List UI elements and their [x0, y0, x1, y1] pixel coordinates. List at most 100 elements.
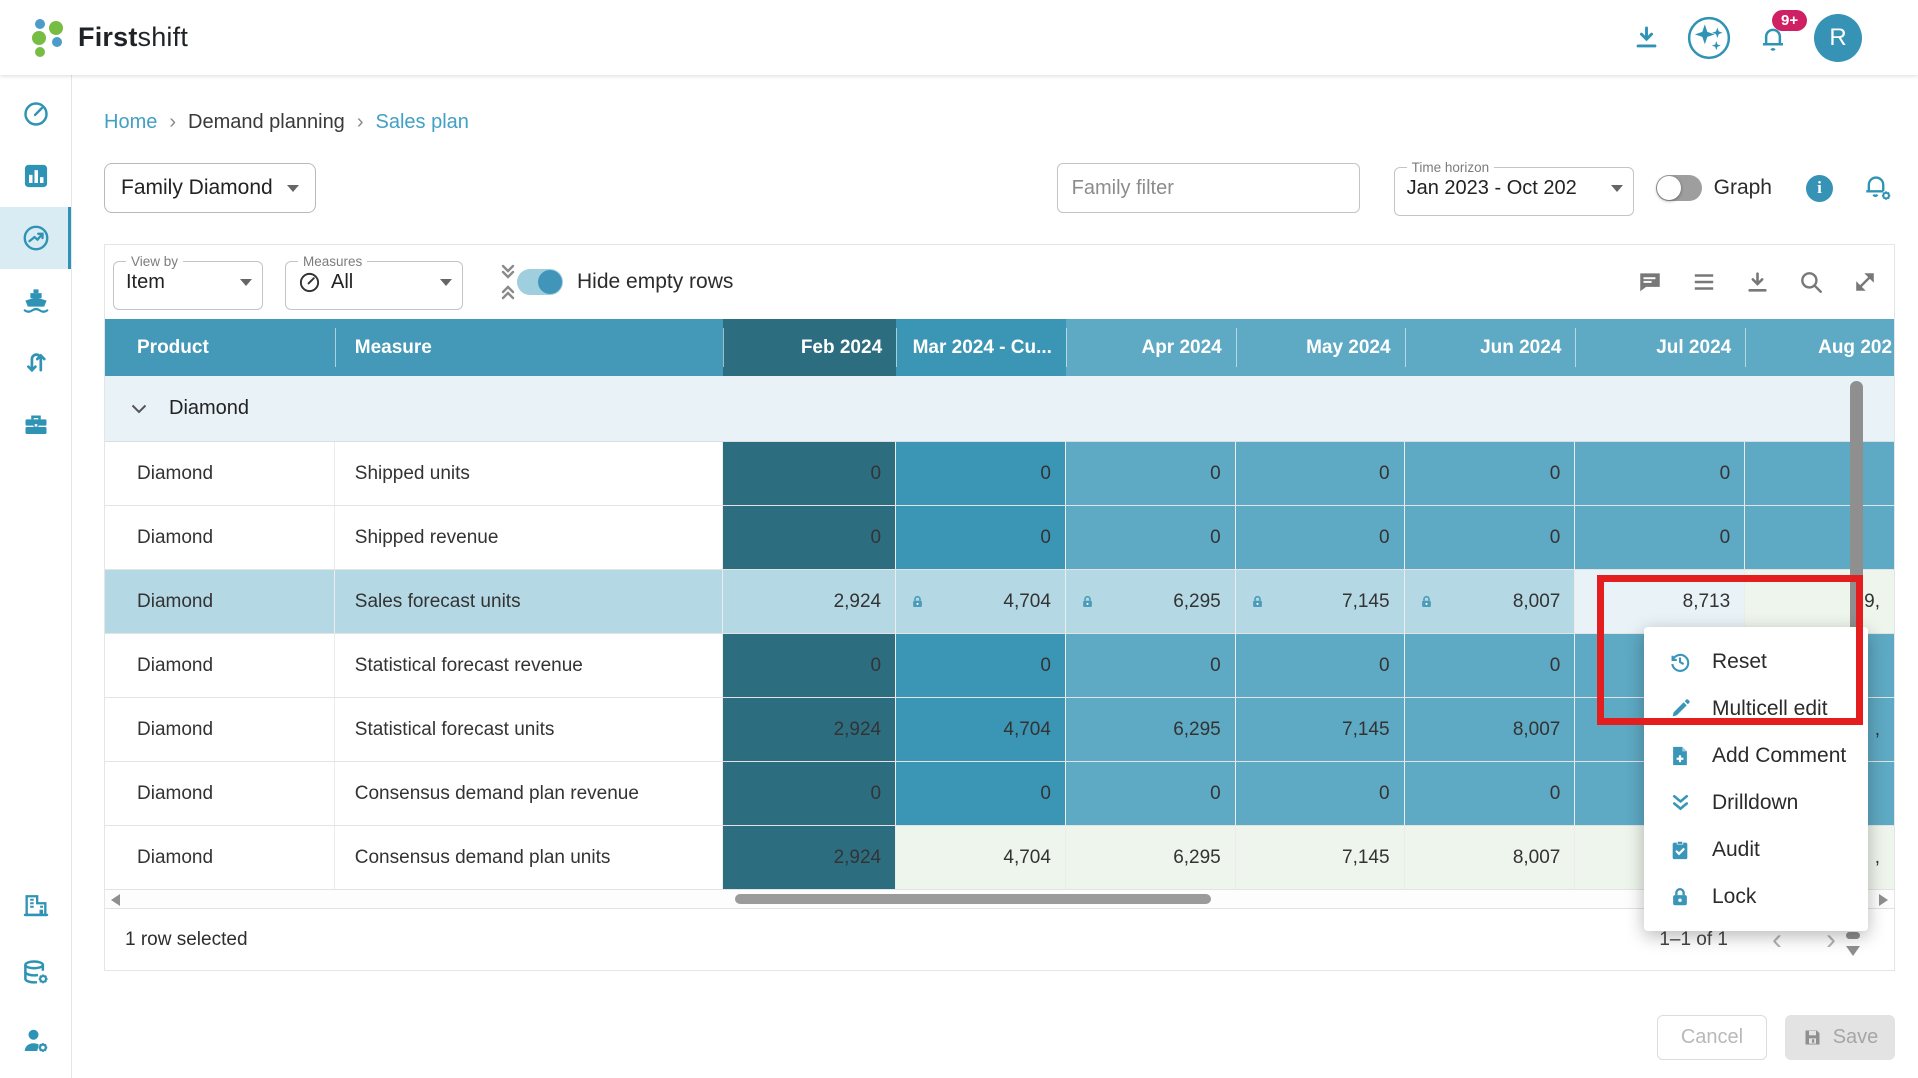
sidebar-item-portfolio[interactable] — [0, 393, 71, 455]
grid-cell-active[interactable]: 8,713 — [1575, 570, 1746, 633]
view-by-select[interactable]: View by Item — [113, 254, 263, 310]
grid-cell[interactable]: 0 — [1575, 506, 1746, 569]
grid-cell[interactable]: 0 — [1404, 634, 1576, 697]
chevron-down-icon[interactable] — [131, 404, 147, 414]
grid-cell[interactable]: Diamond — [105, 506, 335, 569]
column-header-aug-2024[interactable]: Aug 202 — [1745, 319, 1895, 376]
grid-cell[interactable]: 9, — [1745, 570, 1895, 633]
grid-cell[interactable]: 0 — [1404, 506, 1576, 569]
grid-cell[interactable]: 6,295 — [1065, 826, 1236, 889]
sidebar-item-user-admin[interactable] — [0, 1010, 71, 1072]
column-header-apr-2024[interactable]: Apr 2024 — [1065, 319, 1236, 376]
horizontal-scrollbar[interactable] — [105, 890, 1894, 908]
row-density-icon[interactable] — [1691, 269, 1717, 295]
scroll-down-arrow[interactable] — [1846, 946, 1860, 956]
column-header-product[interactable]: Product — [105, 319, 335, 376]
context-menu-item-audit[interactable]: Audit — [1644, 826, 1868, 873]
cancel-button[interactable]: Cancel — [1657, 1015, 1767, 1060]
grid-cell[interactable]: 0 — [1065, 442, 1236, 505]
grid-cell[interactable]: 0 — [1065, 762, 1236, 825]
grid-cell[interactable]: Consensus demand plan revenue — [335, 762, 724, 825]
column-header-mar-2024[interactable]: Mar 2024 - Cu... — [896, 319, 1066, 376]
scroll-right-arrow[interactable] — [1879, 894, 1888, 906]
notifications-bell-icon[interactable] — [1758, 22, 1788, 54]
grid-cell[interactable]: 0 — [1404, 762, 1576, 825]
sidebar-item-supply[interactable] — [0, 269, 71, 331]
grid-cell[interactable]: 2,924 — [723, 826, 897, 889]
grid-cell[interactable]: 0 — [896, 442, 1066, 505]
grid-cell[interactable]: Consensus demand plan units — [335, 826, 724, 889]
measures-select[interactable]: Measures All — [285, 254, 463, 310]
breadcrumb-sales-plan[interactable]: Sales plan — [375, 111, 469, 133]
grid-cell[interactable]: 7,145 — [1235, 826, 1405, 889]
column-header-feb-2024[interactable]: Feb 2024 — [723, 319, 897, 376]
context-menu-item-lock[interactable]: Lock — [1644, 873, 1868, 920]
info-icon[interactable]: i — [1806, 174, 1833, 202]
context-menu-item-drilldown[interactable]: Drilldown — [1644, 779, 1868, 826]
grid-cell[interactable]: 0 — [1065, 634, 1236, 697]
group-row-diamond[interactable]: Diamond — [105, 376, 1894, 442]
grid-cell[interactable]: Diamond — [105, 762, 335, 825]
grid-cell[interactable]: 0 — [723, 442, 897, 505]
sidebar-item-organization[interactable] — [0, 874, 71, 936]
scroll-left-arrow[interactable] — [111, 894, 120, 906]
grid-cell[interactable]: 0 — [723, 506, 897, 569]
grid-cell[interactable]: 0 — [1235, 634, 1405, 697]
sidebar-item-dashboard[interactable] — [0, 83, 71, 145]
context-menu-item-reset[interactable]: Reset — [1644, 638, 1868, 685]
next-page-icon[interactable]: › — [1826, 922, 1836, 956]
previous-page-icon[interactable]: ‹ — [1772, 922, 1782, 956]
grid-cell[interactable]: Statistical forecast units — [335, 698, 724, 761]
grid-cell[interactable]: Shipped units — [335, 442, 724, 505]
mini-scrollbar-thumb[interactable] — [1846, 932, 1860, 939]
grid-cell[interactable]: 0 — [1065, 506, 1236, 569]
grid-cell[interactable] — [1745, 506, 1895, 569]
grid-cell[interactable]: 8,007 — [1404, 698, 1576, 761]
ai-sparkles-icon[interactable] — [1686, 15, 1732, 61]
download-icon[interactable] — [1745, 270, 1770, 295]
grid-cell[interactable]: Diamond — [105, 698, 335, 761]
grid-cell[interactable]: 7,145 — [1235, 698, 1405, 761]
grid-cell[interactable]: 6,295 — [1065, 698, 1236, 761]
context-menu-item-add-comment[interactable]: Add Comment — [1644, 732, 1868, 779]
search-icon[interactable] — [1798, 269, 1824, 295]
grid-cell-locked[interactable]: 8,007 — [1404, 570, 1576, 633]
sidebar-item-data-settings[interactable] — [0, 942, 71, 1004]
avatar[interactable]: R — [1814, 13, 1862, 62]
grid-cell[interactable]: 0 — [723, 762, 897, 825]
grid-cell[interactable] — [1745, 442, 1895, 505]
grid-cell[interactable]: 4,704 — [896, 826, 1066, 889]
sidebar-item-analytics[interactable] — [0, 145, 71, 207]
column-header-jul-2024[interactable]: Jul 2024 — [1575, 319, 1746, 376]
grid-cell[interactable]: 4,704 — [896, 698, 1066, 761]
grid-cell[interactable]: 0 — [896, 634, 1066, 697]
time-horizon-select[interactable]: Time horizon Jan 2023 - Oct 202 — [1393, 160, 1634, 216]
graph-toggle[interactable] — [1655, 175, 1702, 201]
comments-icon[interactable] — [1637, 269, 1663, 295]
grid-cell[interactable]: 0 — [723, 634, 897, 697]
download-icon[interactable] — [1633, 24, 1660, 51]
family-selector-button[interactable]: Family Diamond — [104, 163, 316, 213]
context-menu-item-multicell-edit[interactable]: Multicell edit — [1644, 685, 1868, 732]
breadcrumb-home[interactable]: Home — [104, 111, 158, 133]
family-filter-input[interactable] — [1056, 163, 1360, 213]
grid-cell[interactable]: 0 — [896, 762, 1066, 825]
grid-cell[interactable]: 2,924 — [723, 570, 897, 633]
grid-cell-locked[interactable]: 4,704 — [896, 570, 1066, 633]
grid-cell[interactable]: Sales forecast units — [334, 570, 724, 633]
hide-empty-rows-toggle[interactable] — [517, 269, 563, 295]
alert-settings-icon[interactable] — [1861, 171, 1895, 205]
grid-cell[interactable]: 0 — [1235, 762, 1405, 825]
grid-cell[interactable]: Statistical forecast revenue — [335, 634, 724, 697]
sidebar-item-routing[interactable] — [0, 331, 71, 393]
grid-cell-locked[interactable]: 7,145 — [1235, 570, 1405, 633]
sidebar-item-demand-planning[interactable] — [0, 207, 71, 269]
column-header-jun-2024[interactable]: Jun 2024 — [1404, 319, 1576, 376]
grid-cell[interactable]: Diamond — [105, 634, 335, 697]
grid-cell[interactable]: Diamond — [105, 442, 335, 505]
grid-cell[interactable]: 8,007 — [1404, 826, 1576, 889]
grid-cell[interactable]: 0 — [1235, 506, 1405, 569]
grid-cell[interactable]: 2,924 — [723, 698, 897, 761]
grid-cell[interactable]: Shipped revenue — [335, 506, 724, 569]
collapse-rows-icon[interactable] — [499, 263, 517, 301]
